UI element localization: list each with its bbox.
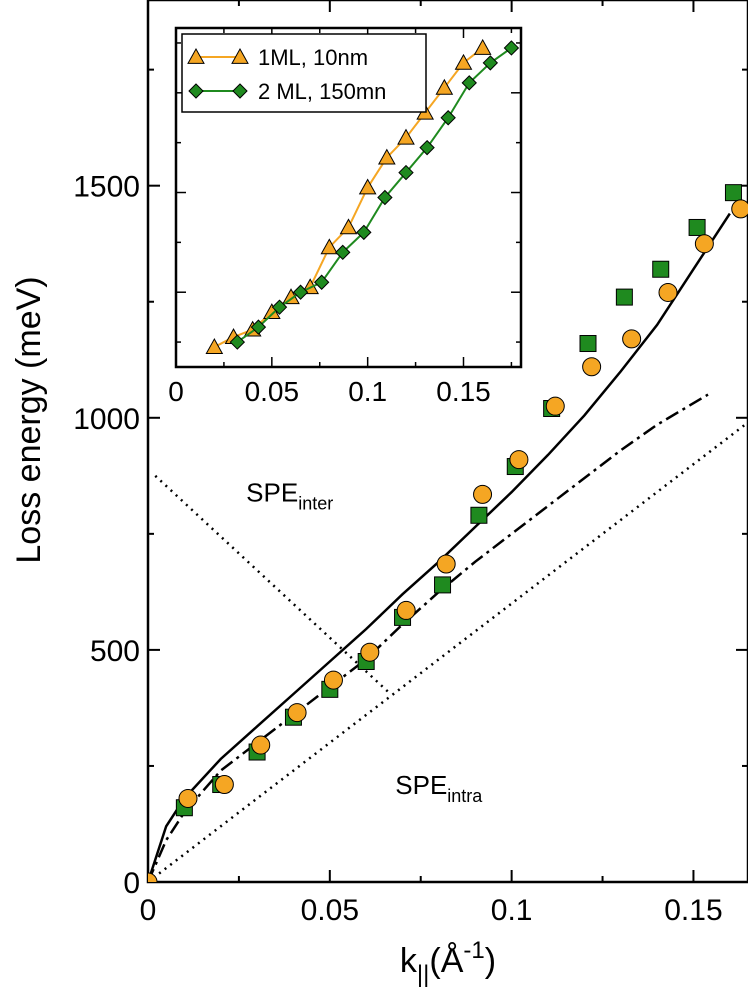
legend-marker-diamond <box>232 83 248 99</box>
inset-point-diamond <box>377 189 393 206</box>
inset-point-triangle <box>339 218 358 235</box>
data-point-circle <box>287 703 307 723</box>
inset-point-diamond <box>461 75 477 91</box>
data-point-circle <box>436 554 456 574</box>
plot-frame <box>146 0 748 884</box>
inset-point-diamond <box>356 224 372 241</box>
data-point-circle <box>396 600 416 620</box>
y-tick-label: 1000 <box>73 403 140 436</box>
inset-point-diamond <box>440 110 456 126</box>
inset-point-diamond <box>271 299 288 315</box>
data-point-square <box>470 506 488 524</box>
data-point-circle <box>251 735 271 755</box>
inset-point-diamond <box>482 55 499 71</box>
data-point-circle <box>148 872 158 882</box>
inset-point-triangle <box>358 178 377 195</box>
data-point-square <box>434 576 452 594</box>
inset-point-diamond <box>503 40 520 56</box>
inset-x-tick-label: 0.1 <box>348 376 387 407</box>
inset-point-diamond <box>419 139 435 156</box>
inset-point-triangle <box>377 148 396 165</box>
inset-point-triangle <box>320 238 339 255</box>
inset-point-diamond <box>250 319 267 335</box>
annotation-label: SPEinter <box>246 477 333 513</box>
main-plot: 0 0.05 0.1 0.15 0 500 1000 1500 SPEinter SPEintra <box>73 0 748 927</box>
inset-point-diamond <box>398 164 414 181</box>
curves <box>148 184 748 882</box>
inset-point-triangle <box>435 78 454 95</box>
data-point-circle <box>694 234 714 254</box>
curve-solid <box>148 212 731 882</box>
legend-marker-triangle <box>187 47 205 64</box>
inset-plot: 0 0.05 0.1 0.15 1ML, 10nm 2 ML, 150mn <box>168 26 523 407</box>
x-tick-label: 0.1 <box>491 894 533 927</box>
legend-label: 2 ML, 150mn <box>258 79 386 104</box>
inset-point-diamond <box>229 334 246 350</box>
data-point-square <box>652 260 670 278</box>
y-tick-label: 1500 <box>73 171 140 204</box>
data-point-square <box>724 184 742 202</box>
inset-legend <box>181 33 427 113</box>
data-point-square <box>615 288 633 306</box>
data-point-circle <box>214 775 234 795</box>
legend-label: 1ML, 10nm <box>258 45 368 70</box>
x-tick-label: 0.15 <box>664 894 722 927</box>
inset-point-diamond <box>335 244 351 261</box>
inset-point-diamond <box>313 274 330 290</box>
annotation-label: SPEintra <box>395 770 483 806</box>
y-axis-label: Loss energy (meV) <box>10 276 48 563</box>
inset-x-tick-label: 0.15 <box>436 376 491 407</box>
inset-point-diamond <box>292 284 309 300</box>
legend-marker-triangle <box>231 47 249 64</box>
inset-x-tick-label: 0.05 <box>245 376 300 407</box>
data-point-square <box>688 218 706 236</box>
data-point-circle <box>473 484 493 504</box>
x-axis-label: k||(Å-1) <box>400 937 496 988</box>
data-point-circle <box>545 396 565 416</box>
data-point-circle <box>178 788 198 808</box>
curve-dotted <box>148 421 748 882</box>
curve-dashdot <box>148 393 709 882</box>
legend-marker-diamond <box>188 83 204 99</box>
inset-point-triangle <box>397 128 415 145</box>
inset-point-triangle <box>473 38 492 55</box>
inset-point-triangle <box>454 53 473 70</box>
data-point-circle <box>582 357 602 377</box>
x-tick-label: 0 <box>140 894 157 927</box>
data-point-circle <box>509 450 529 470</box>
data-point-circle <box>731 199 748 219</box>
data-point-square <box>579 335 597 353</box>
data-point-circle <box>622 329 642 349</box>
inset-point-triangle <box>205 338 224 354</box>
x-tick-label: 0.05 <box>301 894 359 927</box>
curve-dotted <box>154 474 389 693</box>
y-tick-label: 500 <box>90 635 140 668</box>
data-point-circle <box>323 670 343 690</box>
inset-x-tick-label: 0 <box>168 376 184 407</box>
data-point-circle <box>360 642 380 662</box>
data-point-circle <box>658 282 678 302</box>
y-tick-label: 0 <box>123 867 140 900</box>
